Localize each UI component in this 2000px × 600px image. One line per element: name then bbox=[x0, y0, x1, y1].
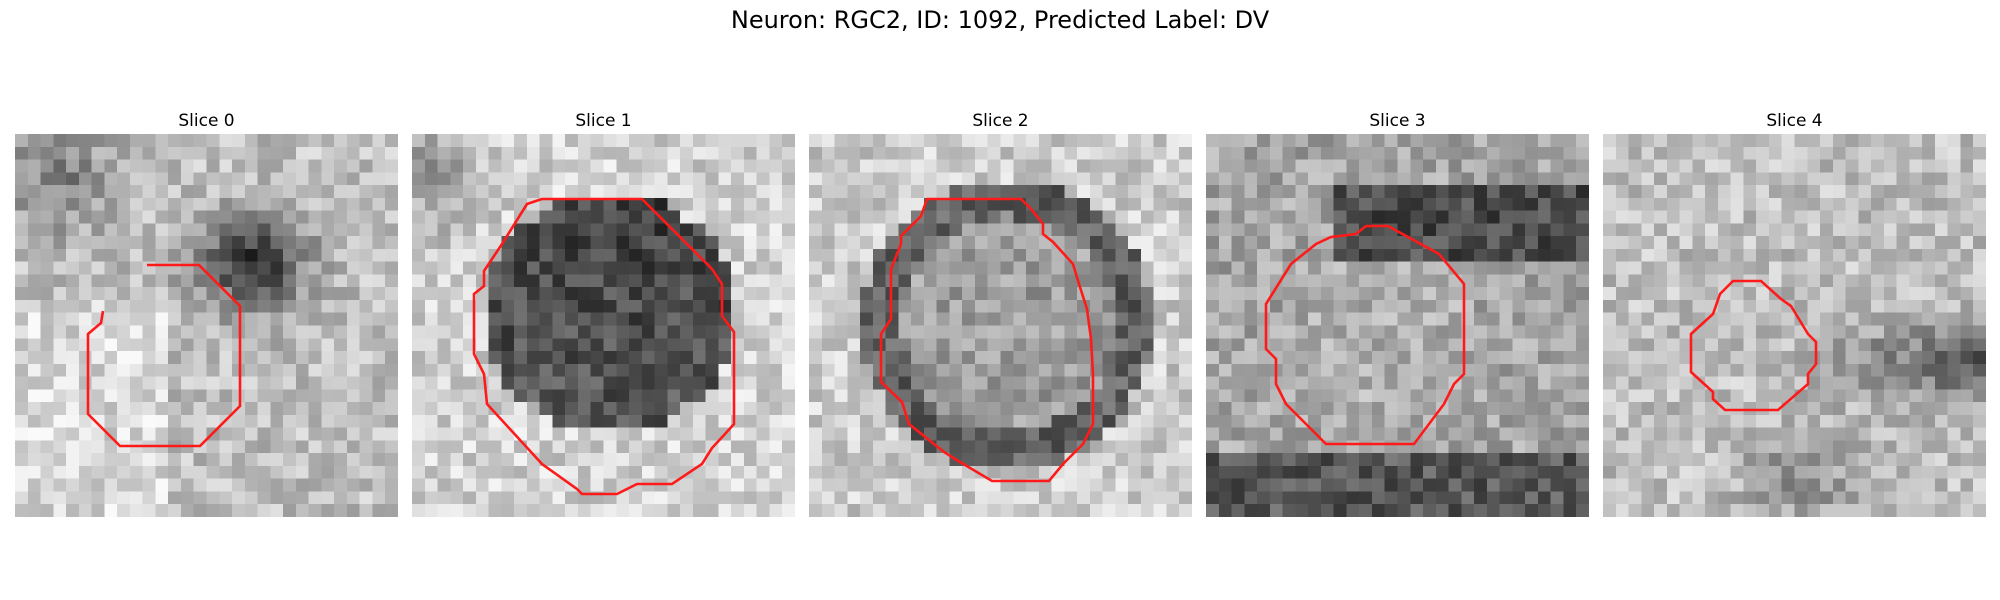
slice-image-3 bbox=[1206, 134, 1589, 517]
slice-title-2: Slice 2 bbox=[972, 111, 1029, 131]
slice-image-4 bbox=[1603, 134, 1986, 517]
slice-panel-1: Slice 1 bbox=[412, 108, 795, 517]
slice-panel-3: Slice 3 bbox=[1206, 108, 1589, 517]
slice-overlay-3 bbox=[1264, 224, 1466, 446]
cell-contour-4 bbox=[1689, 279, 1818, 412]
cell-contour-3 bbox=[1264, 224, 1466, 446]
slice-panel-2: Slice 2 bbox=[809, 108, 1192, 517]
cell-contour-1 bbox=[472, 197, 736, 496]
cell-contour-0 bbox=[86, 263, 242, 448]
slice-panel-0: Slice 0 bbox=[15, 108, 398, 517]
slice-title-1: Slice 1 bbox=[575, 111, 632, 131]
slice-title-4: Slice 4 bbox=[1766, 111, 1823, 131]
figure-title: Neuron: RGC2, ID: 1092, Predicted Label:… bbox=[730, 6, 1270, 34]
slice-overlay-0 bbox=[86, 263, 242, 448]
slice-title-3: Slice 3 bbox=[1369, 111, 1426, 131]
slice-panel-4: Slice 4 bbox=[1603, 108, 1986, 517]
slice-overlay-4 bbox=[1689, 279, 1818, 412]
slice-title-0: Slice 0 bbox=[178, 111, 235, 131]
slice-image-0 bbox=[15, 134, 398, 517]
slice-overlay-2 bbox=[879, 197, 1095, 483]
cell-contour-2 bbox=[879, 197, 1095, 483]
slice-overlay-1 bbox=[472, 197, 736, 496]
